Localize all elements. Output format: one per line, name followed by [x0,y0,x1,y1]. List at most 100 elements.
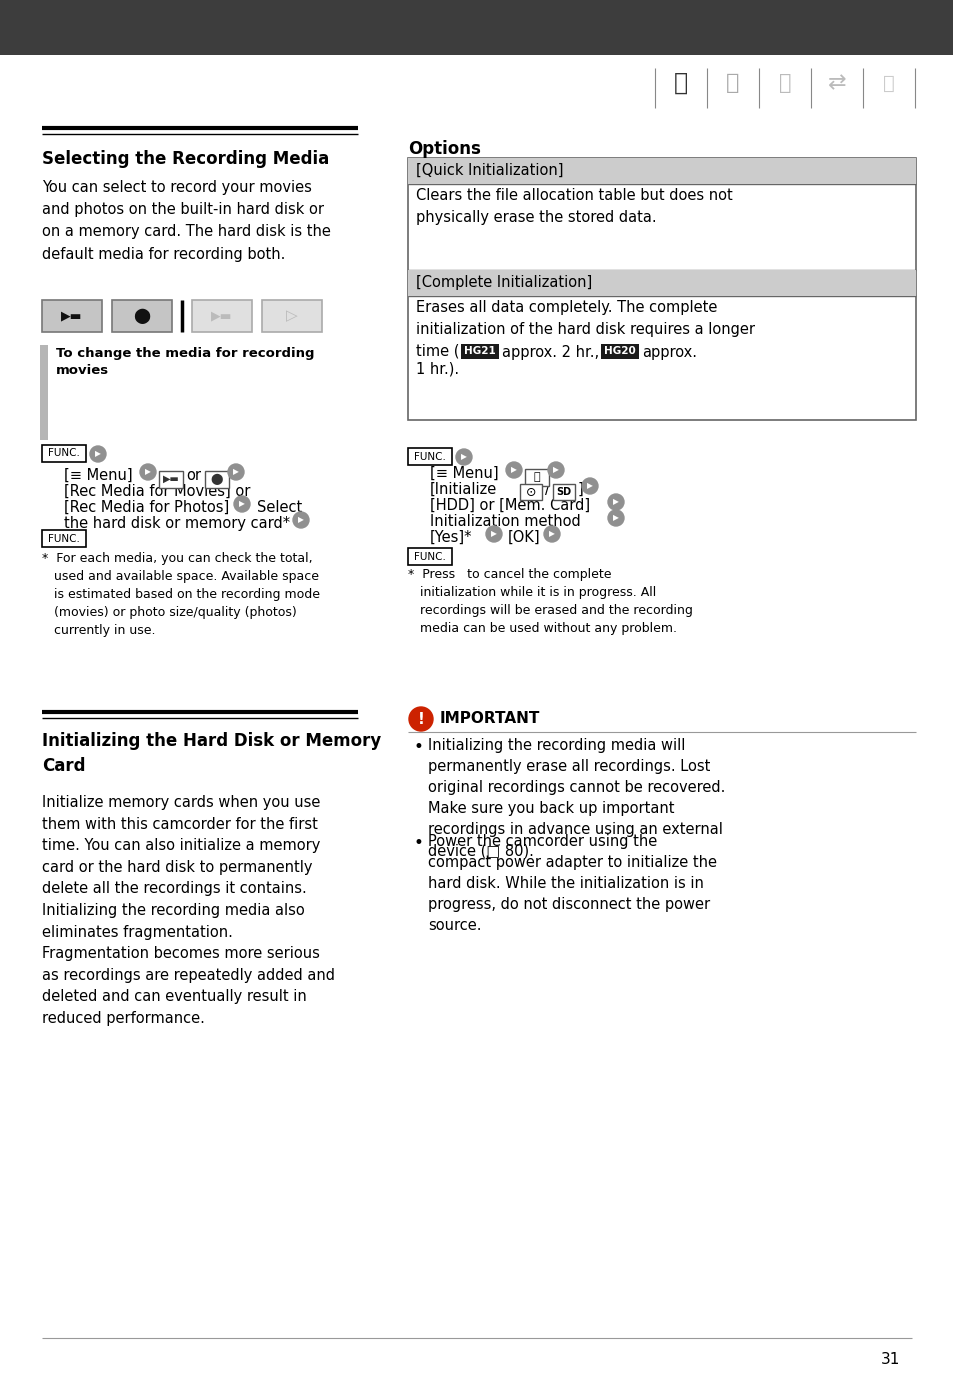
Circle shape [456,450,472,465]
Text: ▶: ▶ [586,481,593,491]
Circle shape [607,494,623,510]
Text: Power the camcorder using the
compact power adapter to initialize the
hard disk.: Power the camcorder using the compact po… [428,834,717,934]
Text: [Rec Media for Movies] or: [Rec Media for Movies] or [64,484,250,499]
FancyBboxPatch shape [408,547,452,565]
Text: [Quick Initialization]: [Quick Initialization] [416,163,563,178]
Text: Clears the file allocation table but does not
physically erase the stored data.: Clears the file allocation table but doe… [416,188,732,225]
Text: the hard disk or memory card*: the hard disk or memory card* [64,516,290,531]
FancyBboxPatch shape [205,472,229,488]
Text: Options: Options [408,141,480,159]
FancyBboxPatch shape [408,270,915,296]
Text: ▶: ▶ [95,450,101,458]
Text: ⬤: ⬤ [211,473,223,484]
Text: !: ! [417,712,424,727]
Text: ▷: ▷ [286,309,297,324]
Text: ⬤: ⬤ [133,309,151,324]
FancyBboxPatch shape [408,448,452,465]
FancyBboxPatch shape [112,301,172,332]
Text: You can select to record your movies
and photos on the built-in hard disk or
on : You can select to record your movies and… [42,181,331,262]
Circle shape [581,479,598,494]
Text: ▶: ▶ [613,513,618,523]
Text: [Yes]*: [Yes]* [430,530,472,545]
Text: FUNC.: FUNC. [414,451,445,462]
Text: approx.: approx. [641,345,697,360]
Text: [≡ Menu]: [≡ Menu] [430,466,498,481]
Text: [OK]: [OK] [507,530,540,545]
Text: or: or [186,467,201,483]
Text: ▶: ▶ [549,530,555,539]
Text: Selecting the Recording Media: Selecting the Recording Media [42,150,329,168]
FancyBboxPatch shape [42,445,86,462]
Text: ▶: ▶ [239,499,245,509]
Text: FUNC.: FUNC. [48,448,80,458]
Circle shape [543,525,559,542]
Text: IMPORTANT: IMPORTANT [439,712,539,725]
Text: ▶▬: ▶▬ [212,309,233,323]
Text: 📷: 📷 [778,73,790,92]
Text: *  Press   to cancel the complete
   initialization while it is in progress. All: * Press to cancel the complete initializ… [408,568,692,634]
Circle shape [90,445,106,462]
Text: [HDD] or [Mem. Card]: [HDD] or [Mem. Card] [430,498,590,513]
Text: 🔧: 🔧 [533,472,539,483]
Circle shape [505,462,521,479]
Text: Select: Select [256,501,302,514]
Text: To change the media for recording
movies: To change the media for recording movies [56,348,314,378]
Text: ▶▬: ▶▬ [162,474,179,484]
FancyBboxPatch shape [42,301,102,332]
Text: ▶: ▶ [491,530,497,539]
Text: ▶: ▶ [553,466,558,474]
Circle shape [547,462,563,479]
Text: Initialize memory cards when you use
them with this camcorder for the first
time: Initialize memory cards when you use the… [42,796,335,1026]
FancyBboxPatch shape [40,345,48,440]
Text: FUNC.: FUNC. [48,534,80,543]
FancyBboxPatch shape [42,530,86,547]
Text: [≡ Menu]: [≡ Menu] [64,467,132,483]
Text: [Complete Initialization]: [Complete Initialization] [416,274,592,290]
FancyBboxPatch shape [553,484,575,501]
FancyBboxPatch shape [408,159,915,183]
Circle shape [228,463,244,480]
Text: ▶: ▶ [145,467,151,477]
FancyBboxPatch shape [600,343,639,359]
Text: Initialization method: Initialization method [430,514,580,530]
FancyBboxPatch shape [524,469,548,485]
Circle shape [293,512,309,528]
FancyBboxPatch shape [159,472,183,488]
FancyBboxPatch shape [0,0,953,55]
Text: approx. 2 hr.,: approx. 2 hr., [501,345,598,360]
Text: HG20: HG20 [603,346,636,357]
Text: 📹: 📹 [673,70,687,95]
Text: *  For each media, you can check the total,
   used and available space. Availab: * For each media, you can check the tota… [42,552,319,637]
Text: ▶: ▶ [460,452,466,462]
Text: ▶: ▶ [297,516,304,524]
Text: 📖: 📖 [882,73,894,92]
Text: •: • [414,834,423,852]
Text: Initializing the Hard Disk or Memory
Card: Initializing the Hard Disk or Memory Car… [42,732,381,775]
FancyBboxPatch shape [262,301,322,332]
Text: 1 hr.).: 1 hr.). [416,361,458,376]
Text: HG21: HG21 [464,346,496,357]
Circle shape [409,707,433,731]
FancyBboxPatch shape [192,301,252,332]
Text: ▶: ▶ [511,466,517,474]
Text: •: • [414,738,423,756]
Text: ▶: ▶ [233,467,238,477]
FancyBboxPatch shape [408,159,915,421]
Circle shape [140,463,156,480]
Circle shape [607,510,623,525]
Text: Initializing the recording media will
permanently erase all recordings. Lost
ori: Initializing the recording media will pe… [428,738,724,858]
Text: ▶▬: ▶▬ [61,309,83,323]
Text: 📹: 📹 [725,73,739,92]
Text: ▶: ▶ [613,498,618,506]
Text: FUNC.: FUNC. [414,552,445,561]
FancyBboxPatch shape [519,484,541,501]
Circle shape [485,525,501,542]
Text: /: / [544,483,549,496]
Text: ⇄: ⇄ [827,73,845,92]
Text: [Initialize: [Initialize [430,483,497,496]
Text: [Rec Media for Photos]: [Rec Media for Photos] [64,501,229,514]
Text: 31: 31 [880,1351,899,1367]
Text: Erases all data completely. The complete
initialization of the hard disk require: Erases all data completely. The complete… [416,301,754,359]
Text: ]: ] [578,483,583,496]
FancyBboxPatch shape [460,343,498,359]
